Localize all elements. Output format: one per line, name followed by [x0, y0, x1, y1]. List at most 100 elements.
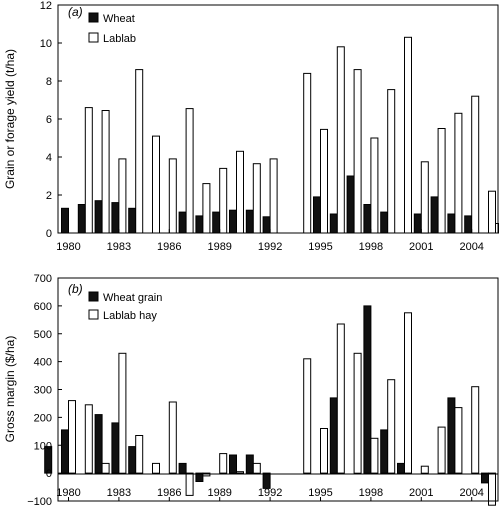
bar-b-series2-2002 [437, 426, 446, 474]
bar-a-series2-2002 [437, 128, 446, 234]
xtick-label-a-2004: 2004 [459, 241, 483, 253]
ytick-label-b-200: 200 [34, 412, 52, 424]
xtick-label-a-1998: 1998 [359, 241, 383, 253]
bar-a-series1-1980 [61, 207, 69, 234]
bar-b-series1-1983 [111, 422, 120, 474]
bar-a-series2-1985 [152, 135, 160, 234]
xtick-label-b-1989: 1989 [207, 487, 231, 499]
bar-a-series2-1995 [320, 128, 328, 234]
ytick-label-b-400: 400 [34, 357, 52, 369]
bar-a-series1-1988 [195, 215, 204, 234]
bar-b-series1-1988 [195, 472, 204, 483]
ytick-label-b-500: 500 [34, 329, 52, 341]
bar-b-series2-1996 [336, 323, 345, 474]
bar-a-series1-1990 [229, 209, 237, 234]
legend-a-lablab-swatch [88, 32, 99, 43]
bar-b-series2-1989 [219, 453, 228, 474]
bar-b-series1-1979 [44, 446, 53, 474]
legend-a-wheat-swatch [88, 12, 99, 23]
bar-a-series2-1983 [118, 158, 127, 234]
ytick-label-a-0: 0 [46, 228, 52, 240]
bar-a-series2-2000 [404, 36, 412, 234]
bar-b-series1-1984 [128, 446, 137, 474]
bar-a-series1-1998 [363, 204, 372, 234]
bar-b-series2-2004 [471, 386, 480, 474]
bar-a-series2-2001 [420, 161, 429, 234]
bar-a-series1-1996 [329, 213, 338, 234]
bar-a-series1-1999 [380, 211, 389, 234]
xtick-label-a-1992: 1992 [258, 241, 282, 253]
bar-a-series2-1989 [219, 167, 228, 234]
xtick-label-b-2004: 2004 [459, 487, 483, 499]
bar-b-series2-1987 [185, 472, 194, 496]
panel-a-bars [61, 36, 499, 234]
bar-a-series1-2002 [430, 196, 439, 234]
xtick-label-b-1983: 1983 [107, 487, 131, 499]
bar-a-series1-2004 [464, 215, 473, 234]
panel-a-xticks: 1980 1983 1986 1989 1992 1995 1998 2001 2004 [56, 229, 484, 253]
bar-b-series2-1984 [135, 435, 144, 474]
xtick-label-a-1983: 1983 [107, 241, 131, 253]
panel-b-legend: Wheat grain Lablab hay [88, 291, 162, 322]
xtick-label-a-1995: 1995 [308, 241, 332, 253]
panel-b-yticks: −100 0 100 200 300 400 500 600 700 [27, 273, 62, 508]
ytick-label-a-2: 2 [46, 190, 52, 202]
xtick-label-a-2001: 2001 [409, 241, 433, 253]
bar-a-series2-1982 [101, 110, 110, 234]
bar-b-series1-1990 [229, 454, 237, 474]
bar-b-series2-2003 [454, 407, 463, 474]
bar-b-series2-2005 [488, 472, 496, 506]
xtick-label-a-1986: 1986 [157, 241, 181, 253]
bar-a-series2-1986 [168, 158, 177, 234]
bar-b-series1-1996 [329, 397, 338, 474]
bar-b-series2-1986 [168, 401, 177, 474]
panel-b-ylabel: Gross margin ($/ha) [3, 336, 17, 443]
bar-a-series2-2004 [471, 95, 480, 234]
bar-a-series1-1982 [94, 200, 103, 234]
ytick-label-a-6: 6 [46, 114, 52, 126]
bar-b-series2-1995 [320, 428, 328, 474]
panel-a: 0 2 4 6 8 10 12 1980 1983 1986 1989 1992 1995 1998 20… [3, 0, 499, 253]
xtick-label-b-2001: 2001 [409, 487, 433, 499]
bar-b-series1-2000 [397, 462, 405, 474]
xtick-label-b-1998: 1998 [359, 487, 383, 499]
panel-b-bars [44, 305, 496, 506]
ytick-label-b-0: 0 [46, 468, 52, 480]
bar-b-series2-1998 [370, 437, 379, 474]
bar-b-series2-2001 [420, 465, 429, 474]
bar-a-series2-1997 [353, 69, 362, 234]
bar-b-series2-1985 [152, 462, 160, 474]
bar-b-series1-2003 [447, 397, 456, 474]
bar-b-series2-1983 [118, 352, 127, 474]
bar-b-series2-1991 [252, 462, 261, 474]
panel-a-ylabel: Grain or forage yield (t/ha) [3, 49, 17, 189]
xtick-label-b-1980: 1980 [56, 487, 80, 499]
bar-b-series1-1999 [380, 429, 389, 474]
bar-a-series1-1984 [128, 207, 137, 234]
bar-b-series1-1987 [178, 462, 187, 474]
bar-a-series2-2003 [454, 112, 463, 234]
bar-a-series1-1981 [77, 204, 86, 234]
bar-b-series2-1990 [236, 471, 244, 474]
bar-b-series2-1997 [353, 352, 362, 474]
bar-b-series2-2000 [404, 312, 412, 474]
ytick-label-b-100: 100 [34, 440, 52, 452]
legend-b-wheat-grain-swatch [88, 291, 99, 302]
bar-a-series2-1991 [252, 163, 261, 234]
bar-a-series2-1992 [269, 158, 278, 234]
ytick-label-a-4: 4 [46, 152, 52, 164]
ytick-label-b-300: 300 [34, 385, 52, 397]
bar-a-series1-1989 [212, 211, 221, 234]
bar-b-series2-1982 [101, 462, 110, 474]
bar-a-series2-1981 [84, 107, 93, 234]
xtick-label-b-1986: 1986 [157, 487, 181, 499]
ytick-label-a-10: 10 [40, 38, 52, 50]
xtick-label-a-1989: 1989 [207, 241, 231, 253]
bar-a-series1-1991 [245, 209, 254, 234]
bar-b-series2-1981 [84, 404, 93, 474]
legend-a-lablab-label: Lablab [103, 33, 136, 45]
bar-a-series2-2005 [488, 190, 496, 234]
legend-b-lablab-hay-swatch [88, 309, 99, 320]
